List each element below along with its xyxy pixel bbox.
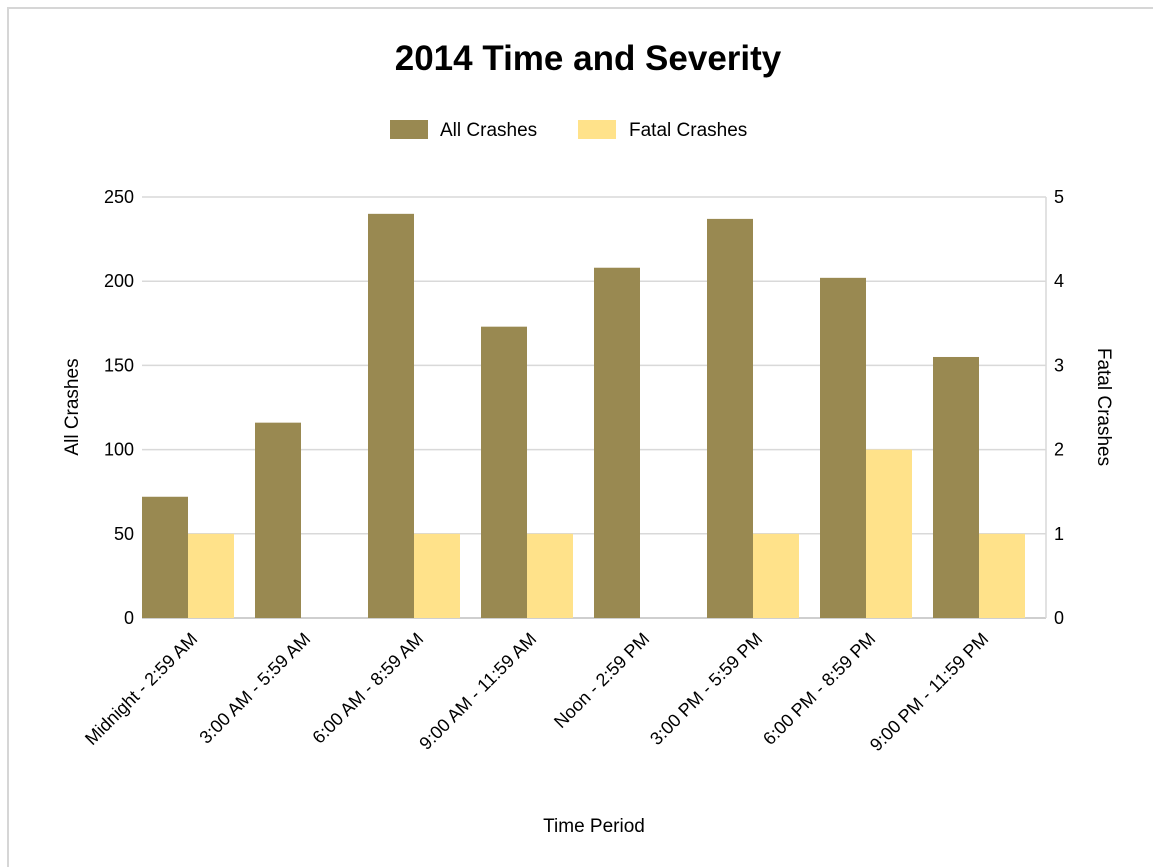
right-tick-label: 2 bbox=[1054, 440, 1064, 460]
bar-fatal-crashes bbox=[979, 533, 1025, 618]
category-label: 6:00 AM - 8:59 AM bbox=[308, 629, 427, 748]
legend-label-all-crashes: All Crashes bbox=[440, 120, 537, 141]
left-tick-label: 200 bbox=[104, 271, 134, 291]
bar-fatal-crashes bbox=[527, 533, 573, 618]
bar-fatal-crashes bbox=[753, 533, 799, 618]
left-tick-label: 0 bbox=[124, 608, 134, 628]
left-axis-ticks: 0 50 100 150 200 250 bbox=[104, 187, 134, 628]
bar-all-crashes bbox=[368, 213, 414, 618]
category-label: Noon - 2:59 PM bbox=[550, 629, 653, 732]
legend-label-fatal-crashes: Fatal Crashes bbox=[629, 120, 747, 141]
bar-all-crashes bbox=[255, 422, 301, 618]
category-label: 9:00 AM - 11:59 AM bbox=[415, 629, 540, 754]
bar-all-crashes bbox=[707, 218, 753, 618]
right-tick-label: 1 bbox=[1054, 524, 1064, 544]
bar-all-crashes bbox=[594, 267, 640, 618]
right-axis-ticks: 0 1 2 3 4 5 bbox=[1054, 187, 1064, 628]
legend-swatch-fatal-crashes bbox=[578, 120, 616, 139]
category-labels: Midnight - 2:59 AM3:00 AM - 5:59 AM6:00 … bbox=[81, 629, 992, 755]
bar-fatal-crashes bbox=[414, 533, 460, 618]
right-tick-label: 3 bbox=[1054, 355, 1064, 375]
left-tick-label: 100 bbox=[104, 440, 134, 460]
left-tick-label: 50 bbox=[114, 524, 134, 544]
category-label: 3:00 AM - 5:59 AM bbox=[195, 629, 314, 748]
chart-title: 2014 Time and Severity bbox=[395, 39, 782, 78]
bar-all-crashes bbox=[481, 326, 527, 618]
bar-all-crashes bbox=[142, 496, 188, 618]
right-tick-label: 5 bbox=[1054, 187, 1064, 207]
category-label: 3:00 PM - 5:59 PM bbox=[646, 629, 766, 749]
y-axis-title: All Crashes bbox=[62, 358, 83, 455]
bars bbox=[142, 213, 1025, 618]
bar-fatal-crashes bbox=[188, 533, 234, 618]
bar-all-crashes bbox=[933, 356, 979, 618]
right-tick-label: 4 bbox=[1054, 271, 1064, 291]
legend-swatch-all-crashes bbox=[390, 120, 428, 139]
y2-axis-title: Fatal Crashes bbox=[1093, 348, 1114, 466]
left-tick-label: 150 bbox=[104, 355, 134, 375]
category-label: Midnight - 2:59 AM bbox=[81, 629, 201, 749]
bar-all-crashes bbox=[820, 277, 866, 618]
left-tick-label: 250 bbox=[104, 187, 134, 207]
right-tick-label: 0 bbox=[1054, 608, 1064, 628]
category-label: 6:00 PM - 8:59 PM bbox=[759, 629, 879, 749]
x-axis-title: Time Period bbox=[543, 816, 645, 837]
category-label: 9:00 PM - 11:59 PM bbox=[866, 629, 992, 755]
bar-fatal-crashes bbox=[866, 449, 912, 618]
legend: All Crashes Fatal Crashes bbox=[390, 120, 747, 141]
